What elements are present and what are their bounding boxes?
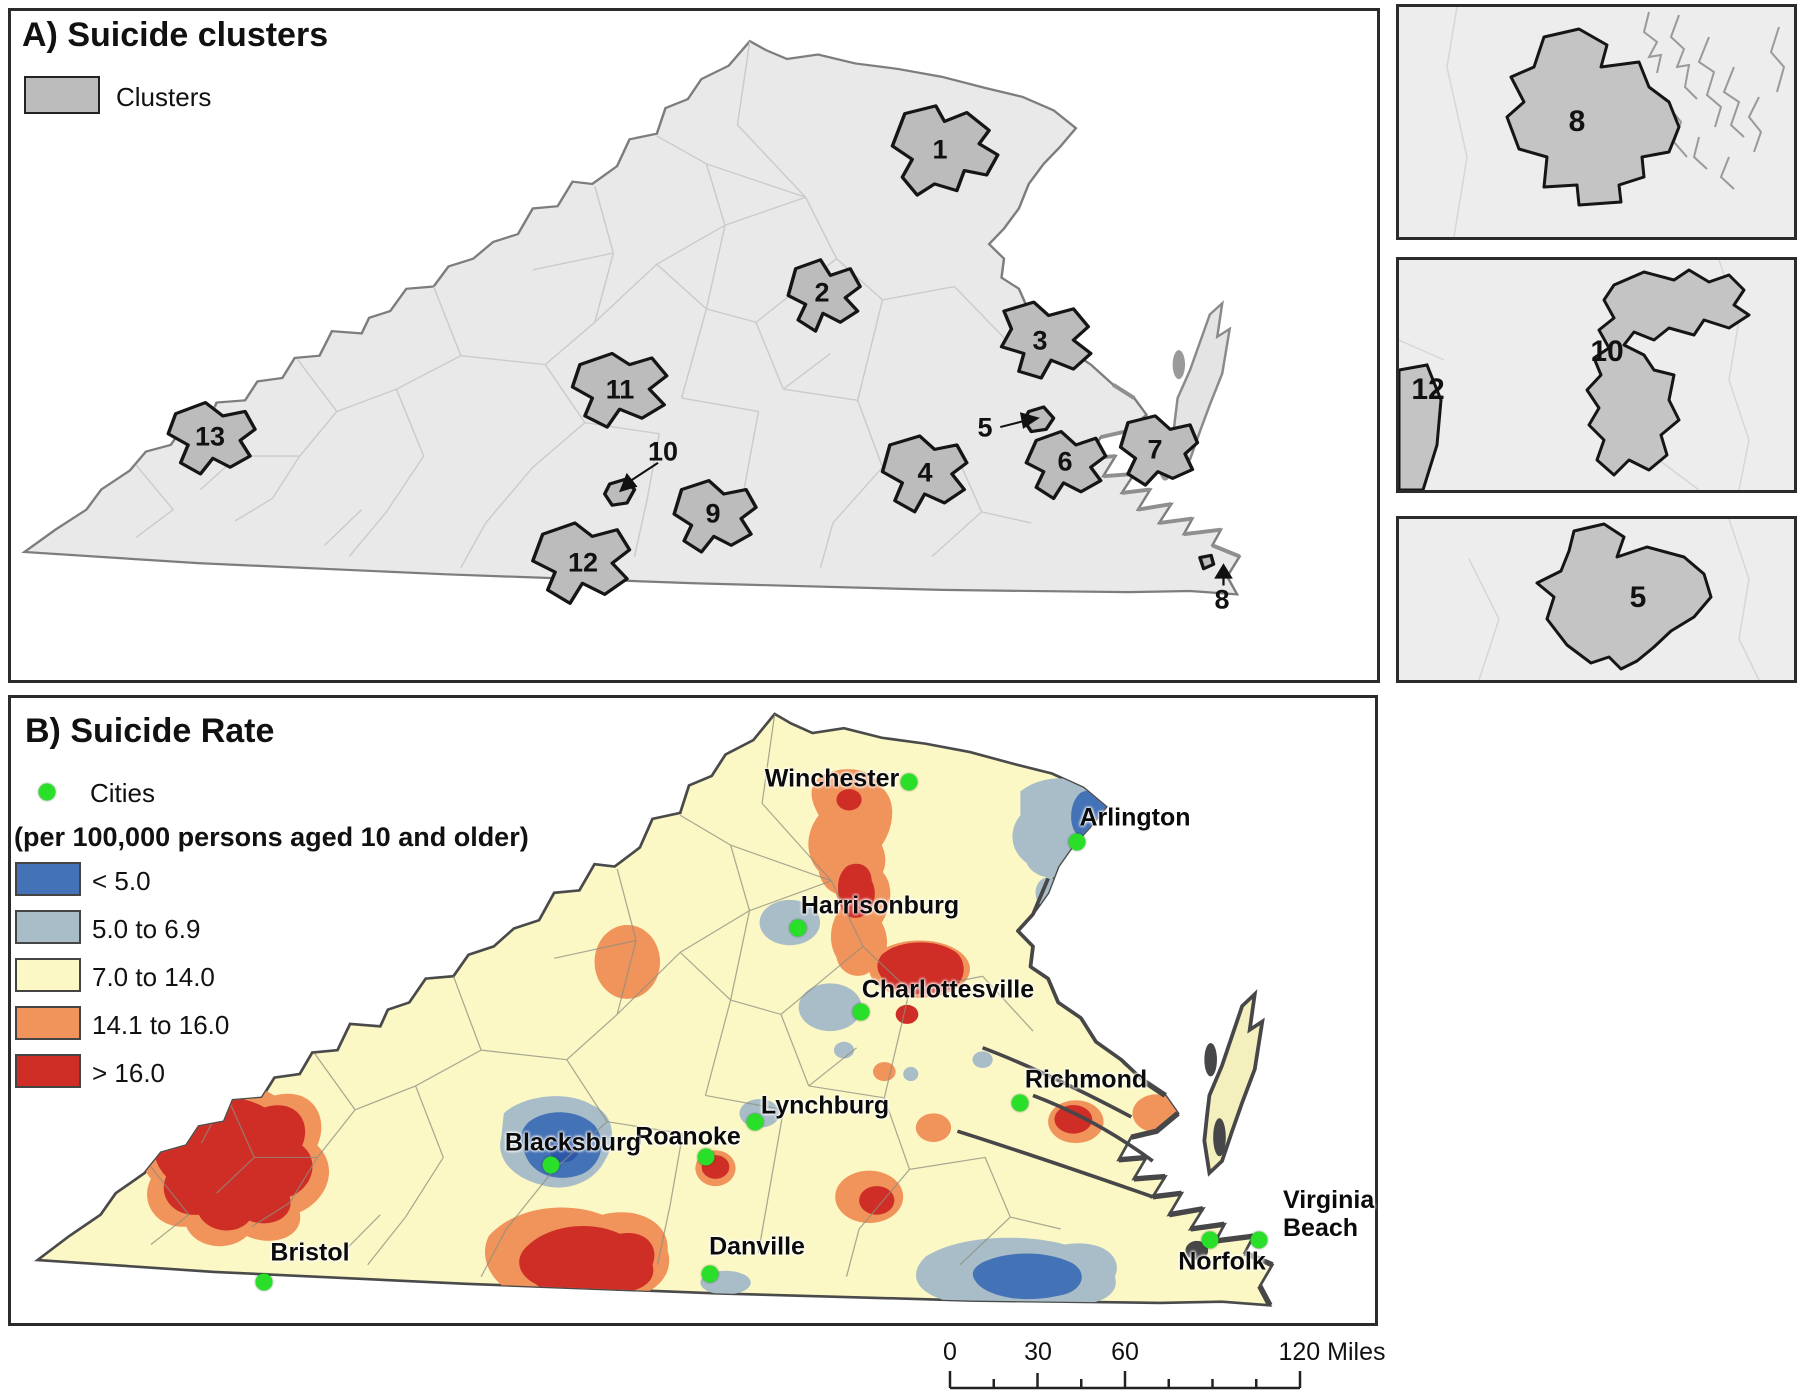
bay-marsh-a1 — [1172, 350, 1186, 380]
city-dot-winchester — [900, 773, 918, 791]
city-dot-harrisonburg — [789, 919, 807, 937]
inset8-label: 8 — [1568, 105, 1586, 138]
cluster-label-13: 13 — [194, 421, 226, 452]
panel-b-map — [33, 712, 1275, 1307]
rate-legend-subtitle: (per 100,000 persons aged 10 and older) — [14, 822, 529, 852]
city-label-harrisonburg: Harrisonburg — [800, 891, 960, 920]
inset12-label: 12 — [1411, 373, 1445, 406]
rate-class-swatch-5-69 — [15, 910, 81, 944]
city-dot-bristol — [255, 1273, 273, 1291]
inset-cluster-8 — [1396, 4, 1797, 240]
clusters-legend-label: Clusters — [116, 82, 212, 112]
inset5-cluster-shape — [1535, 522, 1713, 671]
city-label-charlottesville: Charlottesville — [861, 975, 1035, 1004]
cluster-label-7: 7 — [1147, 434, 1163, 465]
city-label-roanoke: Roanoke — [635, 1122, 741, 1151]
scale-label-60: 60 — [1111, 1338, 1139, 1366]
cluster-label-11: 11 — [605, 374, 635, 405]
rate-class-swatch-141-16 — [15, 1006, 81, 1040]
cities-legend-label: Cities — [90, 778, 156, 808]
inset8-admin-line — [1446, 7, 1468, 237]
rate-class-label-7-14: 7.0 to 14.0 — [92, 962, 215, 992]
city-dot-charlottesville — [852, 1003, 870, 1021]
city-dot-virginia-beach — [1250, 1231, 1268, 1249]
city-label-winchester: Winchester — [764, 764, 900, 793]
coastline-dark-b — [956, 877, 1274, 1307]
city-label-virginia-beach: Virginia Beach — [1283, 1186, 1375, 1242]
city-label-arlington: Arlington — [1079, 803, 1191, 832]
city-label-blacksburg: Blacksburg — [504, 1128, 642, 1157]
bay-marsh-b2 — [1213, 1118, 1226, 1157]
city-dot-roanoke — [697, 1148, 715, 1166]
city-dot-blacksburg — [542, 1156, 560, 1174]
panel-a-map — [21, 39, 1242, 605]
bay-marsh-b3 — [1185, 1240, 1209, 1260]
cluster-label-2: 2 — [814, 277, 830, 308]
scale-label-120-miles: 120 Miles — [1278, 1338, 1386, 1366]
clusters-legend-swatch — [24, 76, 100, 114]
cluster-label-9: 9 — [705, 498, 721, 529]
scale-label-0: 0 — [943, 1338, 957, 1366]
cluster-label-1: 1 — [932, 134, 948, 165]
city-label-richmond: Richmond — [1024, 1065, 1148, 1094]
cities-legend-dot — [38, 783, 56, 801]
inset-cluster-5 — [1396, 516, 1797, 683]
inset10-cluster-shape — [1585, 268, 1751, 477]
panel-a-title: A) Suicide clusters — [22, 16, 329, 54]
city-label-norfolk: Norfolk — [1178, 1247, 1266, 1276]
cluster-label-12: 12 — [567, 547, 599, 578]
county-lines-b — [150, 713, 1061, 1277]
rate-class-swatch-7-14 — [15, 958, 81, 992]
inset-cluster-10 — [1396, 257, 1797, 493]
cluster-label-5: 5 — [977, 412, 993, 443]
cluster-label-4: 4 — [917, 457, 933, 488]
city-dot-danville — [701, 1265, 719, 1283]
bay-marsh-b1 — [1204, 1043, 1217, 1077]
city-dot-arlington — [1068, 833, 1086, 851]
rate-class-label-gt16: > 16.0 — [92, 1058, 166, 1088]
scale-label-30: 30 — [1024, 1338, 1052, 1366]
city-dot-lynchburg — [746, 1113, 764, 1131]
rate-class-swatch-gt16 — [15, 1054, 81, 1088]
inset5-admin-lines — [1468, 519, 1760, 680]
inset8-cluster-shape — [1505, 27, 1681, 207]
rate-class-swatch-lt5 — [15, 862, 81, 896]
scale-bar — [948, 1371, 1302, 1390]
city-label-danville: Danville — [709, 1232, 805, 1261]
inset12-cluster-sliver — [1399, 363, 1443, 490]
clusters-a — [166, 104, 1216, 605]
city-label-lynchburg: Lynchburg — [760, 1091, 890, 1120]
city-dot-richmond — [1011, 1094, 1029, 1112]
city-dot-norfolk — [1201, 1231, 1219, 1249]
cluster-label-6: 6 — [1057, 446, 1073, 477]
rate-class-label-lt5: < 5.0 — [92, 866, 151, 896]
cluster-label-3: 3 — [1032, 325, 1048, 356]
cluster-label-10: 10 — [647, 436, 679, 467]
leader-arrows-a — [619, 412, 1233, 586]
rate-class-label-141-16: 14.1 to 16.0 — [92, 1010, 230, 1040]
cluster-label-8: 8 — [1214, 584, 1230, 615]
inset10-label: 10 — [1590, 335, 1624, 368]
inset5-label: 5 — [1629, 581, 1647, 614]
rate-class-label-5-69: 5.0 to 6.9 — [92, 914, 201, 944]
panel-b-title: B) Suicide Rate — [25, 712, 275, 750]
city-label-bristol: Bristol — [270, 1238, 350, 1267]
eastern-shore-b — [1202, 989, 1265, 1177]
